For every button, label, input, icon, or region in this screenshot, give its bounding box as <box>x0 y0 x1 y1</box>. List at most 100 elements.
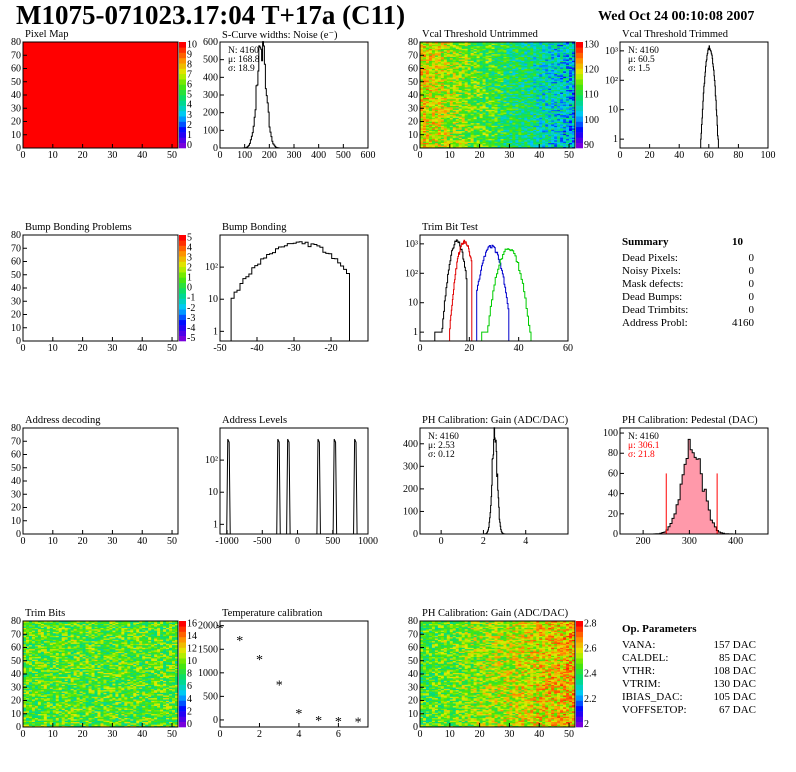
vcal-untrimmed-xtick-label: 0 <box>418 150 423 161</box>
address-levels-xtick-label: 0 <box>295 536 300 547</box>
trim-bit-test-series-2 <box>476 244 510 341</box>
address-levels-frame <box>219 427 369 535</box>
ph-pedestal-xtick-label: 400 <box>728 536 743 547</box>
trim-bit-test-series-3 <box>481 248 532 341</box>
ph-gain-stats-line: μ: 2.53 <box>428 441 455 451</box>
trim-bit-test-series-0 <box>434 239 468 341</box>
ph-gain-map-xtick-label: 40 <box>534 729 544 740</box>
ph-gain-map-cells <box>420 621 576 728</box>
op-parameter-value: 130 DAC <box>713 678 756 690</box>
summary-row-value: 0 <box>748 291 755 303</box>
vcal-trimmed-stats-line: μ: 60.5 <box>628 55 655 65</box>
address-decoding-xtick-label: 10 <box>48 536 58 547</box>
bump-problems-ytick-label: 10 <box>11 323 21 334</box>
trim-bits-ytick-label: 70 <box>11 629 21 640</box>
trim-bits-ytick-label: 80 <box>11 616 21 627</box>
noise-ytick-label: 300 <box>203 90 218 101</box>
ph-gain-xtick-label: 2 <box>481 536 486 547</box>
address-levels-xtick-label: 1000 <box>358 536 378 547</box>
bump-problems-colorbar-label: -3 <box>187 313 195 324</box>
vcal-untrimmed-colorbar-label: 110 <box>584 90 599 101</box>
address-levels-title: Address Levels <box>222 415 288 426</box>
bump-problems-xtick-label: 10 <box>48 343 58 354</box>
trim-bit-test-xtick-label: 0 <box>418 343 423 354</box>
bump-bonding-title: Bump Bonding <box>222 222 287 233</box>
noise-xtick-label: 0 <box>218 150 223 161</box>
bump-bonding-xtick-label: -20 <box>324 343 337 354</box>
bump-problems-ytick-label: 70 <box>11 243 21 254</box>
bump-problems-colorbar-label: 3 <box>187 252 192 263</box>
trim-bits-xtick-label: 50 <box>167 729 177 740</box>
op-parameters-title: Op. Parameters <box>622 623 697 635</box>
pixel-map-xtick-label: 10 <box>48 150 58 161</box>
bump-bonding-histogram <box>230 241 350 341</box>
temperature-ytick-label: 1500 <box>198 644 218 655</box>
ph-gain-map-colorbar-label: 2.2 <box>584 694 597 705</box>
noise-title: S-Curve widths: Noise (e⁻) <box>222 30 338 41</box>
ph-gain-map-ytick-label: 0 <box>413 722 418 733</box>
trim-bit-test-xtick-label: 20 <box>464 343 474 354</box>
summary-row-value: 4160 <box>732 317 754 329</box>
trim-bit-test-chart: 0 20 40 60 1 10 10² 10³ <box>405 234 573 354</box>
bump-problems-ytick-label: 20 <box>11 310 21 321</box>
op-parameter-label: VANA: <box>622 639 656 651</box>
vcal-untrimmed-ytick-label: 70 <box>408 50 418 61</box>
noise-histogram <box>242 41 281 149</box>
bump-problems-colorbar-label: 0 <box>187 283 192 294</box>
ph-gain-ytick-label: 100 <box>403 506 418 517</box>
vcal-untrimmed-colorbar-label: 90 <box>584 140 594 151</box>
bump-problems-colorbar-label: -1 <box>187 293 195 304</box>
op-parameter-label: VOFFSETOP: <box>622 704 687 716</box>
ph-gain-map-ytick-label: 30 <box>408 682 418 693</box>
noise-stats-line: σ: 18.9 <box>228 64 255 74</box>
pixel-map-ytick-label: 0 <box>16 143 21 154</box>
vcal-trimmed-xtick-label: 100 <box>761 150 776 161</box>
op-parameter-value: 108 DAC <box>713 665 756 677</box>
bump-problems-colorbar-label: 5 <box>187 232 192 243</box>
pixel-map-ytick-label: 30 <box>11 103 21 114</box>
pixel-map-xtick-label: 0 <box>21 150 26 161</box>
vcal-untrimmed-ytick-label: 40 <box>408 90 418 101</box>
summary-row-label: Dead Trimbits: <box>622 304 689 316</box>
pixel-map-colorbar-label: 6 <box>187 80 192 91</box>
bump-bonding-frame <box>219 234 369 342</box>
pixel-map-colorbar-label: 1 <box>187 130 192 141</box>
pixel-map-xtick-label: 20 <box>78 150 88 161</box>
op-parameter-value: 67 DAC <box>719 704 756 716</box>
temperature-point: * <box>355 715 362 730</box>
trim-bits-ytick-label: 50 <box>11 656 21 667</box>
ph-gain-map-xtick-label: 0 <box>418 729 423 740</box>
ph-pedestal-ytick-label: 40 <box>608 489 618 500</box>
address-decoding-ytick-label: 80 <box>11 423 21 434</box>
temperature-ytick-label: 2000 <box>198 621 218 632</box>
pixel-map-ytick-label: 10 <box>11 130 21 141</box>
bump-problems-xtick-label: 50 <box>167 343 177 354</box>
vcal-trimmed-ytick-label: 1 <box>613 134 618 145</box>
address-levels-xtick-label: -500 <box>253 536 271 547</box>
pixel-map-colorbar-label: 3 <box>187 110 192 121</box>
trim-bit-test-ytick-label: 10³ <box>405 239 418 250</box>
bump-problems-ytick-label: 80 <box>11 230 21 241</box>
ph-gain-map-ytick-label: 20 <box>408 696 418 707</box>
bump-bonding-xtick-label: -40 <box>250 343 263 354</box>
ph-pedestal-xtick-label: 200 <box>636 536 651 547</box>
trim-bits-ytick-label: 40 <box>11 669 21 680</box>
ph-pedestal-ytick-label: 20 <box>608 509 618 520</box>
bump-problems-xtick-label: 30 <box>107 343 117 354</box>
trim-bits-colorbar-label: 2 <box>187 706 192 717</box>
summary-count: 10 <box>732 236 743 248</box>
ph-pedestal-title: PH Calibration: Pedestal (DAC) <box>622 415 758 426</box>
ph-gain-histogram <box>484 427 506 535</box>
trim-bits-title: Trim Bits <box>25 608 66 619</box>
pixel-map-colorbar-label: 4 <box>187 100 192 111</box>
pixel-map-ytick-label: 20 <box>11 117 21 128</box>
noise-xtick-label: 500 <box>336 150 351 161</box>
address-decoding-ytick-label: 40 <box>11 476 21 487</box>
ph-gain-ytick-label: 400 <box>403 439 418 450</box>
